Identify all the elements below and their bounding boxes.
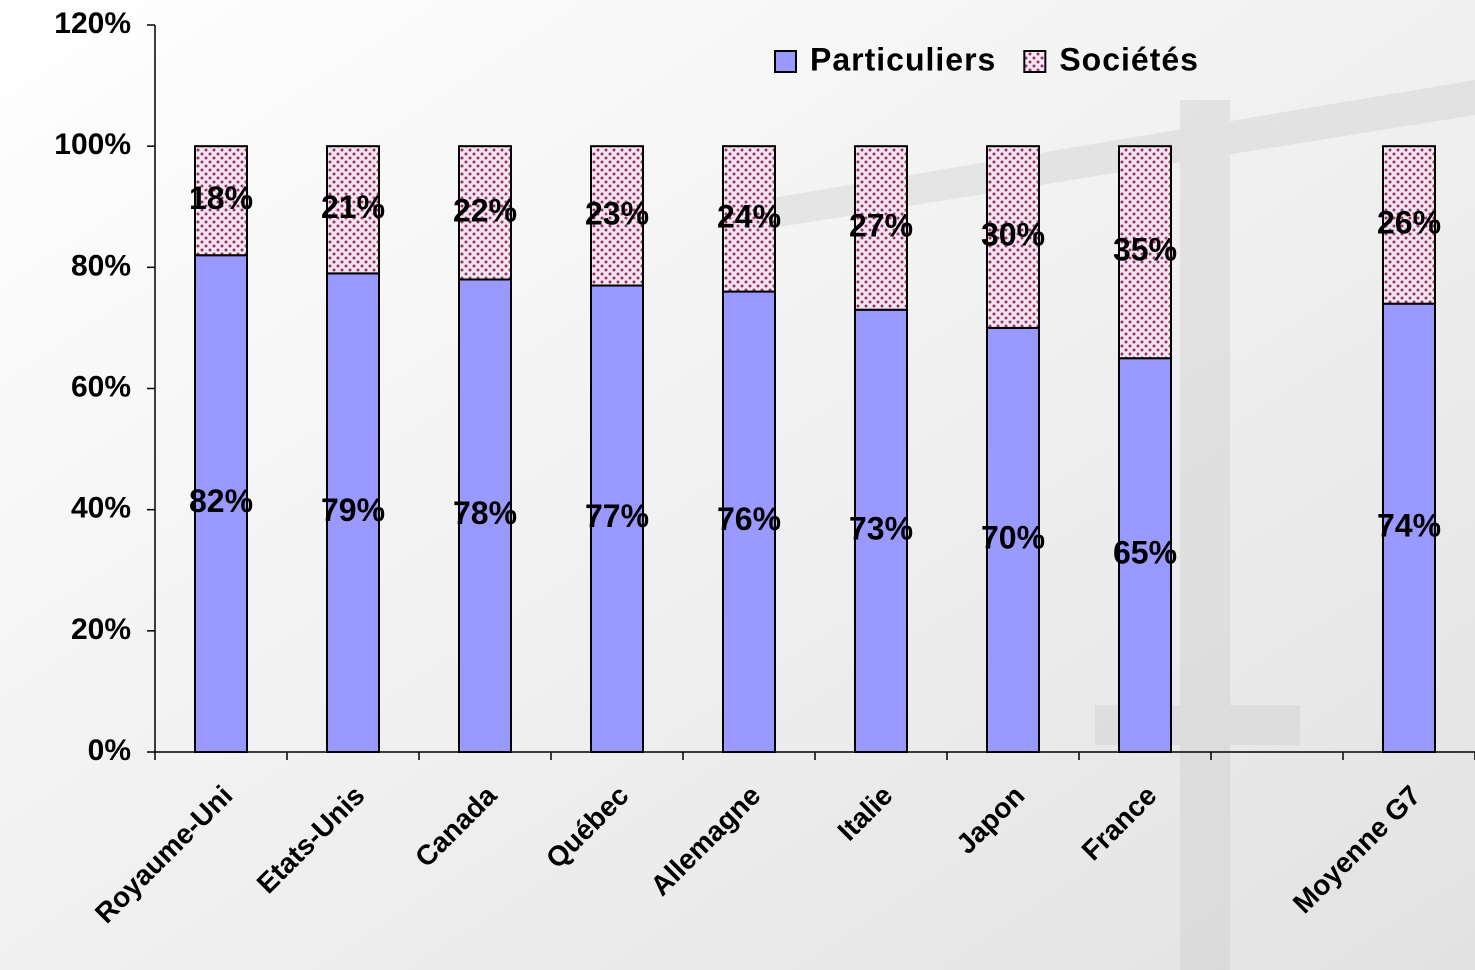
y-tick-label: 40% — [71, 492, 131, 525]
bar-segment — [986, 326, 1040, 753]
y-tick-label: 60% — [71, 370, 131, 403]
data-label: 82% — [189, 483, 253, 519]
data-label: 79% — [321, 492, 385, 528]
data-label: 35% — [1113, 232, 1177, 268]
y-tick-label: 20% — [71, 613, 131, 646]
data-label: 18% — [189, 180, 253, 216]
bar-segment — [590, 284, 644, 753]
data-label: 27% — [849, 207, 913, 243]
bar-segment — [1118, 145, 1172, 360]
bar-segment — [854, 308, 908, 753]
legend-swatch — [1023, 50, 1047, 73]
legend-swatch — [774, 50, 797, 73]
bar-segment — [326, 272, 380, 753]
bar-segment — [194, 145, 248, 257]
data-label: 78% — [453, 495, 517, 531]
bar-segment — [458, 145, 512, 281]
bar-segment — [986, 145, 1040, 329]
bar-segment — [1382, 145, 1436, 305]
scale-decoration — [760, 80, 1475, 970]
bar-segment — [194, 254, 248, 753]
data-label: 77% — [585, 498, 649, 534]
data-label: 70% — [981, 519, 1045, 555]
bar-segment — [326, 145, 380, 275]
bar-segment — [590, 145, 644, 287]
bar-segment — [854, 145, 908, 311]
bar-segment — [1118, 357, 1172, 753]
data-label: 74% — [1377, 507, 1441, 543]
data-label: 30% — [981, 216, 1045, 252]
bar-segment — [458, 278, 512, 753]
y-tick-label: 80% — [71, 249, 131, 282]
legend-label: Particuliers — [810, 41, 996, 77]
data-label: 26% — [1377, 204, 1441, 240]
data-label: 73% — [849, 510, 913, 546]
data-label: 21% — [321, 189, 385, 225]
data-label: 23% — [585, 195, 649, 231]
y-tick-label: 120% — [54, 7, 131, 40]
data-label: 22% — [453, 192, 517, 228]
data-label: 24% — [717, 198, 781, 234]
legend-label: Sociétés — [1059, 41, 1199, 77]
y-tick-label: 0% — [88, 734, 131, 767]
bar-segment — [722, 290, 776, 753]
y-tick-label: 100% — [54, 128, 131, 161]
data-label: 65% — [1113, 535, 1177, 571]
bar-segment — [722, 145, 776, 293]
data-label: 76% — [717, 501, 781, 537]
